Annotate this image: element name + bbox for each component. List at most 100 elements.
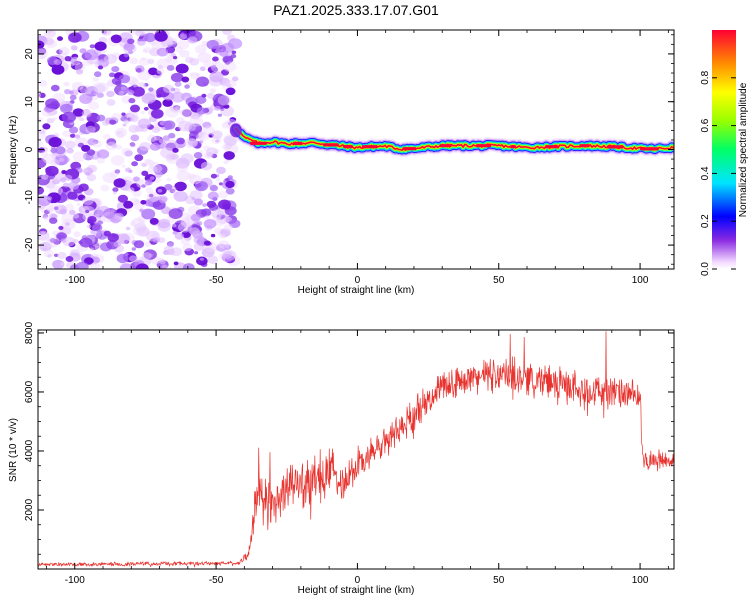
spectrogram-noise-blob: [96, 82, 109, 92]
spectrogram-noise-blob: [179, 49, 190, 58]
spectrogram-noise-blob: [141, 208, 156, 220]
spectrogram-noise-blob: [198, 132, 210, 141]
spectrogram-noise-blob: [77, 194, 86, 201]
spectrogram-noise-blob: [103, 54, 118, 64]
spectrogram-noise-blob: [58, 157, 65, 162]
spectrogram-noise-blob: [69, 126, 79, 134]
spectrogram-noise-blob: [212, 56, 219, 62]
spectrogram-noise-blob: [215, 139, 220, 143]
spectrogram-noise-blob: [219, 233, 226, 239]
spectrogram-noise-blob: [190, 72, 201, 80]
spectrogram-noise-blob: [144, 158, 152, 165]
spectrogram-noise-blob: [216, 243, 227, 252]
spectrogram-noise-blob: [60, 177, 67, 183]
spectrogram-noise-blob: [121, 164, 126, 168]
spectrogram-noise-blob: [225, 180, 235, 189]
spectrogram-noise-blob: [52, 259, 65, 269]
spectrogram-noise-blob: [223, 104, 230, 109]
spectrogram-noise-blob: [118, 90, 125, 96]
spectrogram-noise-blob: [141, 170, 149, 176]
spectrogram-noise-blob: [47, 254, 52, 258]
spectrogram-noise-blob: [144, 32, 157, 43]
spec0-y-tick-label: 10: [24, 96, 35, 108]
spectrogram-noise-blob: [86, 174, 97, 182]
spectrogram-noise-blob: [154, 171, 163, 178]
spectrogram-noise-blob: [180, 217, 194, 228]
spectrogram-noise-blob: [129, 57, 139, 65]
spectrogram-noise-blob: [223, 216, 232, 223]
spec0-y-tick-label: -20: [24, 237, 35, 252]
spectrogram-noise-blob: [223, 160, 229, 165]
spectrogram-noise-blob: [45, 98, 59, 109]
spectrogram-noise-blob: [194, 116, 200, 121]
spectrogram-noise-blob: [180, 238, 190, 246]
spectrogram-noise-blob: [124, 252, 129, 256]
spectrogram-noise-blob: [81, 109, 92, 118]
snr-series-line: [38, 331, 674, 568]
spectrogram-noise-blob: [174, 106, 181, 111]
spectrogram-noise-blob: [97, 65, 104, 70]
colorbar: [712, 30, 736, 269]
spectrogram-noise-blob: [140, 200, 147, 205]
transition-blob: [229, 123, 242, 138]
spectrogram-noise-blob: [224, 60, 231, 65]
spectrogram-noise-blob: [174, 232, 185, 240]
spectrogram-noise-blob: [193, 235, 205, 244]
spectrogram-noise-blob: [163, 120, 176, 130]
spectrogram-noise-blob: [111, 143, 118, 149]
signal-hot-spot: [579, 144, 590, 148]
spectrogram-noise-blob: [119, 263, 133, 269]
signal-hot-spot: [249, 141, 268, 145]
spectrogram-noise-blob: [162, 98, 173, 107]
spectrogram-noise-blob: [230, 54, 237, 59]
spectrogram-noise-blob: [78, 117, 85, 122]
spectrogram-noise-blob: [215, 95, 230, 106]
spectrogram-noise-blob: [126, 180, 133, 185]
spectrogram-noise-blob: [223, 135, 238, 146]
spectrogram-noise-blob: [215, 177, 220, 182]
spectrogram-noise-blob: [144, 199, 153, 206]
spectrogram-noise-blob: [142, 252, 152, 260]
spectrogram-noise-blob: [165, 153, 180, 165]
spectrogram-noise-blob: [113, 241, 122, 248]
chart-title: PAZ1.2025.333.17.07.G01: [273, 2, 439, 18]
spectrogram-noise-blob: [110, 34, 122, 44]
spectrogram-noise-blob: [70, 56, 82, 66]
spectrogram-noise-blob: [146, 191, 161, 203]
spectrogram-noise-blob: [87, 138, 97, 146]
spectrogram-noise-blob: [69, 94, 77, 101]
spec0-x-tick-label: 0: [355, 275, 361, 286]
spectrogram-noise-blob: [166, 177, 172, 182]
spectrogram-noise-blob: [131, 161, 139, 167]
spectrogram-noise-blob: [140, 162, 146, 167]
spectrogram-noise-blob: [38, 117, 44, 123]
spectrogram-noise-blob: [115, 144, 123, 150]
signal-hot-spot: [640, 147, 659, 151]
spectrogram-noise-blob: [176, 39, 190, 50]
spectrogram-noise-blob: [69, 133, 76, 138]
spectrogram-noise-blob: [139, 142, 152, 152]
spectrogram-noise-blob: [138, 57, 150, 66]
spectrogram-noise-blob: [134, 154, 144, 162]
spectrogram-noise-blob: [38, 128, 46, 135]
spectrogram-noise-blob: [168, 208, 183, 220]
spectrogram-noise-blob: [179, 33, 188, 40]
spectrogram-noise-blob: [94, 246, 100, 250]
spectrogram-noise-blob: [190, 213, 201, 222]
spectrogram-noise-blob: [152, 237, 161, 243]
spectrogram-noise-blob: [53, 132, 59, 137]
spectrogram-noise-blob: [166, 64, 175, 71]
spectrogram-noise-blob: [203, 219, 217, 229]
spectrogram-noise-blob: [57, 36, 63, 41]
spectrogram-noise-blob: [44, 37, 55, 46]
spectrogram-noise-blob: [225, 187, 235, 195]
spec0-x-tick-label: -50: [209, 275, 224, 286]
spectrogram-noise-blob: [38, 47, 47, 55]
spectrogram-noise-blob: [130, 221, 137, 226]
spectrogram-noise-blob: [38, 186, 45, 195]
spectrogram-noise-blob: [96, 149, 110, 159]
spectrogram-noise-blob: [141, 57, 146, 61]
spectrogram-noise-blob: [42, 153, 57, 165]
spectrogram-noise-blob: [168, 132, 176, 139]
spectrogram-noise-blob: [130, 134, 140, 142]
